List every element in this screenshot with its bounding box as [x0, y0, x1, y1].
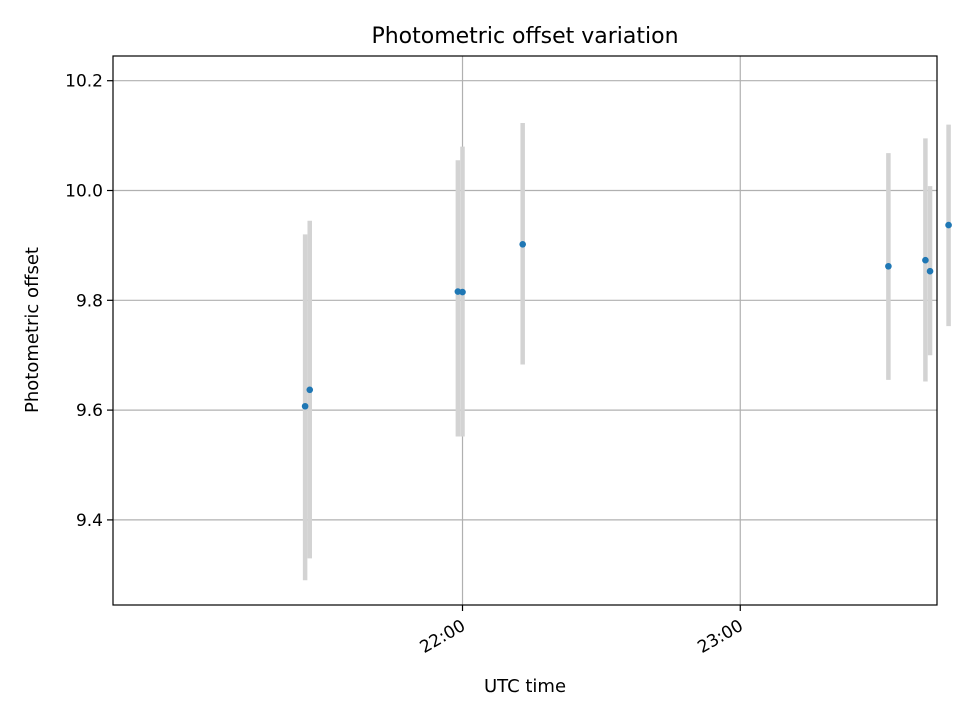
data-point: [945, 221, 952, 229]
y-tick-label: 9.4: [76, 511, 103, 531]
x-axis-label: UTC time: [484, 676, 566, 697]
y-tick-label: 10.0: [65, 182, 103, 202]
y-axis-label: Photometric offset: [22, 247, 43, 413]
data-point: [519, 241, 526, 248]
x-tick-label: 22:00: [417, 616, 469, 658]
y-tick-label: 9.8: [76, 291, 103, 311]
data-point: [926, 267, 934, 275]
plot-frame: [112, 55, 938, 606]
error-bars: [302, 122, 951, 581]
chart-title: Photometric offset variation: [371, 24, 678, 49]
y-tick-label: 10.2: [65, 72, 103, 92]
data-point: [885, 262, 892, 270]
grid: [113, 56, 937, 605]
y-tick-label: 9.6: [76, 401, 103, 421]
data-point: [301, 402, 309, 410]
ticks: 22:0023:0000:0001:0002:009.49.69.810.010…: [65, 72, 747, 658]
data-point: [459, 288, 466, 296]
data-points: [301, 221, 952, 410]
data-point: [922, 256, 929, 264]
x-tick-label: 23:00: [694, 616, 746, 658]
data-point: [306, 386, 314, 394]
